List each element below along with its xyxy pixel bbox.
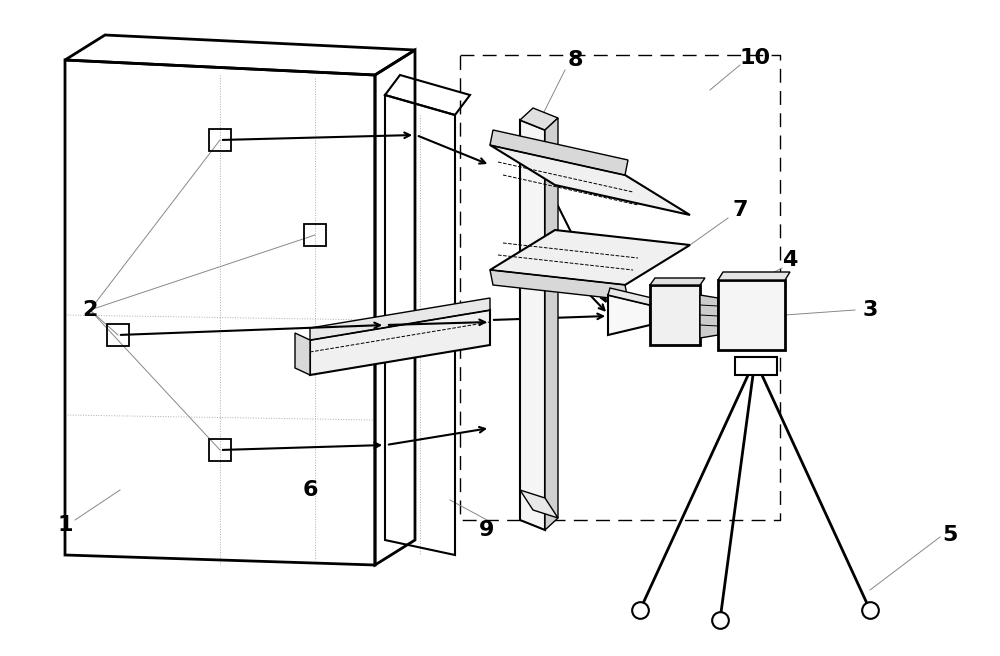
Polygon shape (490, 230, 690, 285)
Polygon shape (310, 298, 490, 340)
Polygon shape (520, 108, 558, 130)
Polygon shape (700, 295, 718, 338)
Text: 9: 9 (479, 520, 495, 540)
Polygon shape (490, 130, 628, 175)
Polygon shape (608, 295, 650, 335)
Polygon shape (545, 118, 558, 530)
Polygon shape (718, 272, 790, 280)
Polygon shape (650, 278, 705, 285)
Polygon shape (520, 120, 545, 530)
Polygon shape (490, 270, 628, 300)
Bar (209, 439, 231, 461)
Polygon shape (295, 333, 310, 375)
Text: 10: 10 (739, 48, 771, 68)
Bar (209, 129, 231, 151)
Text: 3: 3 (862, 300, 878, 320)
Text: 8: 8 (567, 50, 583, 70)
Text: 2: 2 (82, 300, 98, 320)
Polygon shape (310, 310, 490, 375)
Polygon shape (490, 145, 690, 215)
Bar (304, 224, 326, 246)
Bar (735, 357, 777, 375)
Text: 1: 1 (57, 515, 73, 535)
Bar (107, 324, 129, 346)
Text: 4: 4 (782, 250, 798, 270)
Polygon shape (608, 288, 652, 305)
Polygon shape (650, 285, 700, 345)
Text: 6: 6 (302, 480, 318, 500)
Text: 5: 5 (942, 525, 958, 545)
Polygon shape (718, 280, 785, 350)
Polygon shape (520, 490, 558, 518)
Text: 7: 7 (732, 200, 748, 220)
